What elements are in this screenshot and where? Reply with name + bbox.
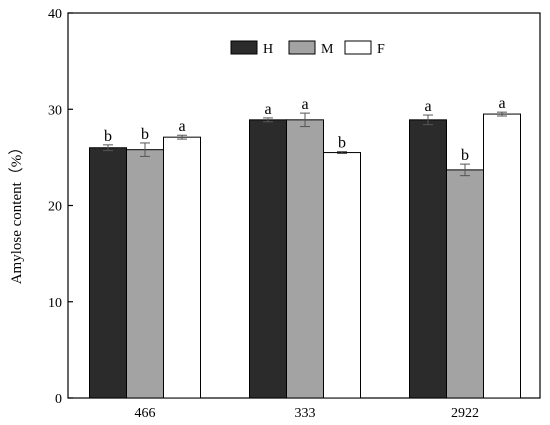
bar-M-333: [286, 119, 324, 399]
bar-M-2922: [446, 169, 484, 399]
bar-H-333: [249, 119, 287, 399]
significance-label: a: [264, 101, 271, 118]
bar-F-333: [323, 152, 361, 399]
bar-M-466: [126, 149, 164, 399]
bar-H-466: [89, 147, 127, 399]
legend-label-F: F: [377, 42, 385, 57]
legend-swatch-H: [230, 40, 258, 55]
x-tick-label: 466: [135, 406, 156, 421]
x-tick-label: 2922: [451, 406, 479, 421]
significance-label: b: [461, 147, 469, 164]
legend-swatch-M: [288, 40, 316, 55]
y-tick-label: 10: [48, 296, 62, 311]
significance-label: a: [178, 118, 185, 135]
legend-label-H: H: [263, 42, 273, 57]
x-tick-label: 333: [295, 406, 316, 421]
y-axis-title: Amylose content（%）: [8, 140, 25, 285]
plot-area: 0 10 20 30 40 466 333 2922 b a a b a b a b a: [48, 7, 541, 421]
y-tick-label: 0: [55, 392, 62, 407]
significance-label: b: [338, 135, 346, 152]
y-tick-label: 20: [48, 200, 62, 215]
legend-swatch-F: [344, 40, 372, 55]
bar-F-466: [163, 136, 201, 399]
significance-label: a: [301, 96, 308, 113]
bar-H-2922: [409, 119, 447, 399]
legend-label-M: M: [321, 42, 334, 57]
significance-label: a: [498, 95, 505, 112]
y-tick-label: 30: [48, 103, 62, 118]
bar-F-2922: [483, 113, 521, 399]
y-tick-label: 40: [48, 7, 62, 22]
significance-label: b: [141, 126, 149, 143]
significance-label: a: [424, 98, 431, 115]
significance-label: b: [104, 128, 112, 145]
